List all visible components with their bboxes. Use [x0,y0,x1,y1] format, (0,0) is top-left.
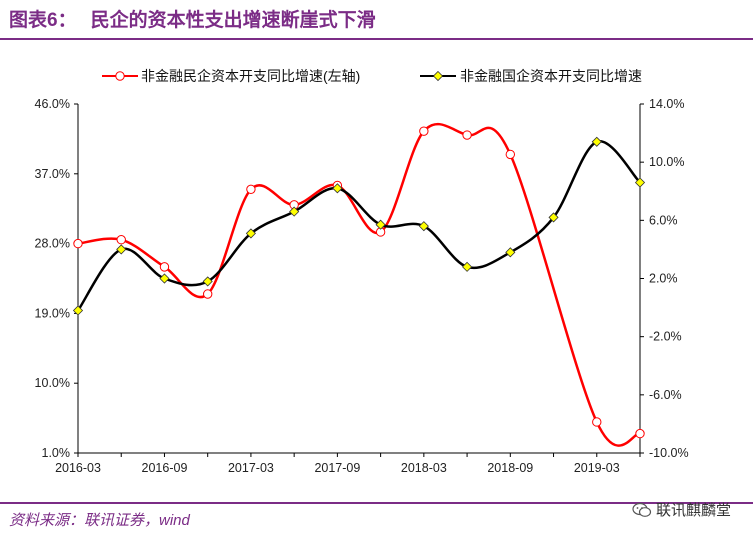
x-axis-tick-label: 2018-09 [487,461,533,475]
x-axis-tick-label: 2018-03 [401,461,447,475]
series-state-point [418,221,429,232]
series-state-point [202,276,213,287]
left-axis-tick-label: 10.0% [35,376,70,390]
watermark: 联讯麒麟堂 [632,499,731,520]
series-private-point [246,184,256,195]
legend-state-marker [432,70,444,82]
series-state-point [634,177,646,188]
chart: 1.0% 10.0% 19.0% 28.0% 37.0% 46.0% -10.0% -6.0%… [35,68,689,475]
right-axis-tick-label: -10.0% [649,446,689,460]
legend-private-label: 非金融民企资本开支同比增速(左轴) [141,68,360,84]
x-axis-tick-label: 2016-09 [142,461,188,475]
x-axis-tick-label: 2016-03 [55,461,101,475]
right-axis-tick-label: 10.0% [649,155,684,169]
legend-private-marker [115,71,125,81]
figure-label: 图表6： [9,10,77,31]
series-state-line [76,140,641,312]
series-state-point [375,219,386,230]
source-note: 资料来源：联讯证券，wind [9,512,190,529]
right-axis-tick-label: -6.0% [649,388,682,402]
x-axis-tick-label: 2019-03 [574,461,620,475]
series-state-point [332,183,343,194]
title-rule [0,38,753,40]
series-state-point [116,244,127,255]
left-axis-tick-label: 1.0% [42,446,71,460]
series-state-point [505,247,516,258]
figure-title: 图表6： 民企的资本性支出增速断崖式下滑 [9,6,376,36]
left-axis-tick-label: 46.0% [35,97,70,111]
series-private-point [419,126,429,136]
left-axis-tick-label: 19.0% [35,306,70,320]
series-private-point [116,235,126,245]
watermark-text: 联讯麒麟堂 [655,502,731,519]
series-private-point [505,149,516,160]
series-private-line [77,122,641,447]
left-axis-tick-label: 28.0% [35,237,70,251]
series-state-point [72,305,84,316]
series-state-point [245,228,256,239]
wechat-icon [632,502,652,517]
series-state-point [159,273,170,284]
series-state-point [289,206,300,217]
right-axis-tick-label: -2.0% [649,330,682,344]
series-state-point [591,136,602,147]
series-state-point [462,261,473,272]
series-private-point [462,130,472,140]
figure-title-text: 民企的资本性支出增速断崖式下滑 [90,10,376,31]
series-private-point [592,417,602,427]
right-axis-tick-label: 14.0% [649,97,684,111]
series-private-point [202,289,213,299]
x-axis-tick-label: 2017-09 [314,461,360,475]
right-axis-tick-label: 2.0% [649,272,678,286]
left-axis-tick-label: 37.0% [35,167,70,181]
legend-state-label: 非金融国企资本开支同比增速 [460,68,642,84]
series-private-point [635,428,645,439]
series-state-point [548,212,559,223]
series-private-point [73,238,83,249]
series-private-point [159,262,170,272]
right-axis-tick-label: 6.0% [649,213,678,227]
source-rule [0,502,753,504]
x-axis-tick-label: 2017-03 [228,461,274,475]
